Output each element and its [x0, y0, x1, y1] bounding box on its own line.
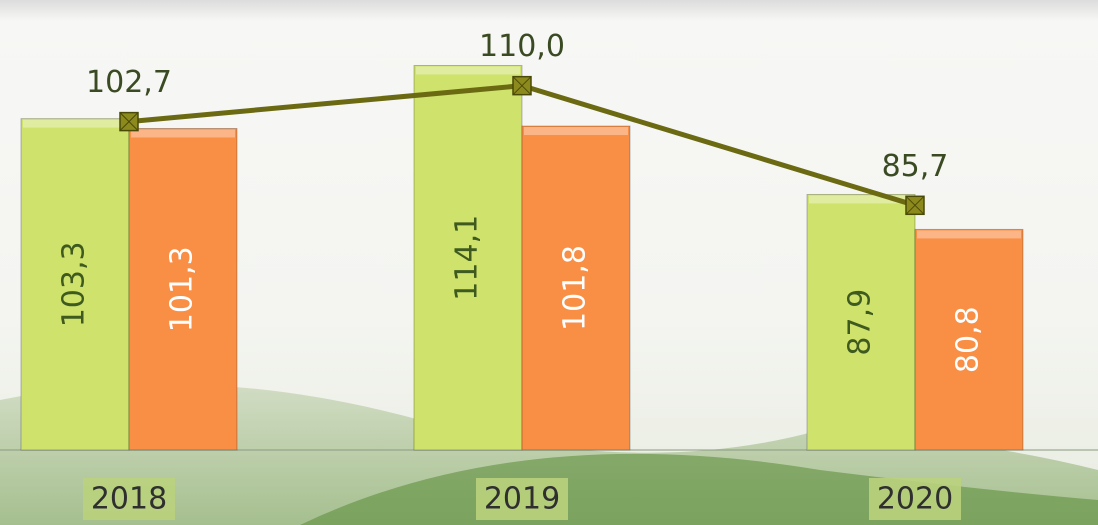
- data-label: 80,8: [951, 306, 986, 373]
- data-label: 87,9: [843, 289, 878, 356]
- x-tick-label: 2018: [91, 482, 167, 517]
- x-tick-label: 2019: [484, 482, 560, 517]
- bar-highlight: [416, 66, 520, 74]
- x-tick-label: 2020: [877, 482, 953, 517]
- data-label: 101,3: [165, 246, 200, 332]
- data-label: 85,7: [882, 149, 949, 184]
- bar-highlight: [524, 127, 628, 135]
- bar-highlight: [23, 120, 127, 128]
- chart: 2018 2019 2020 103,3 114,1 87,9 101,3 101,8 80,8…: [0, 0, 1098, 525]
- data-label: 101,8: [558, 245, 593, 331]
- data-label: 103,3: [57, 241, 92, 327]
- data-label: 114,1: [450, 215, 485, 301]
- data-label: 110,0: [479, 29, 565, 64]
- bar-highlight: [131, 130, 235, 138]
- data-label: 102,7: [86, 65, 172, 100]
- bar-highlight: [917, 230, 1021, 238]
- page: {"chart_data": { "type": "bar", "categor…: [0, 0, 1098, 525]
